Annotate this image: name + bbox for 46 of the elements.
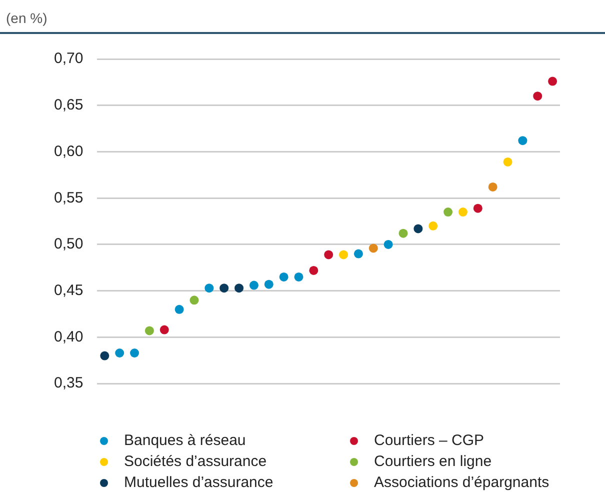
point (398, 228, 408, 238)
y-tick-label: 0,40 (54, 328, 84, 346)
point (533, 92, 542, 101)
legend-label: Sociétés d’assurance (124, 453, 267, 470)
point (144, 326, 154, 336)
point (488, 182, 498, 192)
point (518, 136, 528, 146)
point (130, 348, 140, 358)
point (339, 250, 348, 260)
point (458, 208, 468, 217)
legend-label: Mutuelles d’assurance (124, 474, 274, 491)
legend-label: Courtiers en ligne (374, 453, 492, 470)
y-tick-label: 0,50 (54, 236, 84, 253)
point (204, 284, 214, 293)
point (354, 249, 363, 258)
point (414, 224, 423, 234)
point (473, 204, 482, 213)
point (190, 296, 199, 305)
point (234, 284, 244, 293)
point (368, 244, 378, 253)
legend-label: Associations d’épargnants (374, 474, 550, 491)
y-axis-title: (en %) (6, 10, 48, 26)
legend-label: Banques à réseau (124, 432, 246, 449)
y-tick-label: 0,65 (54, 96, 84, 114)
y-tick-label: 0,45 (54, 282, 84, 299)
point (160, 325, 169, 334)
point (324, 250, 334, 260)
point (115, 348, 124, 358)
legend-label: Courtiers – CGP (374, 432, 484, 449)
point (548, 76, 558, 86)
point (279, 272, 288, 282)
point (174, 304, 184, 314)
point (249, 280, 258, 290)
point (428, 221, 438, 230)
y-tick-label: 0,70 (54, 50, 84, 68)
point (100, 351, 110, 360)
point (294, 272, 304, 282)
point (309, 266, 318, 275)
point (503, 157, 512, 166)
point (220, 284, 229, 293)
point (264, 280, 274, 289)
y-tick-label: 0,60 (54, 142, 84, 160)
y-tick-label: 0,55 (54, 189, 84, 206)
point (384, 240, 393, 249)
point (444, 208, 453, 217)
y-tick-label: 0,35 (54, 374, 84, 392)
